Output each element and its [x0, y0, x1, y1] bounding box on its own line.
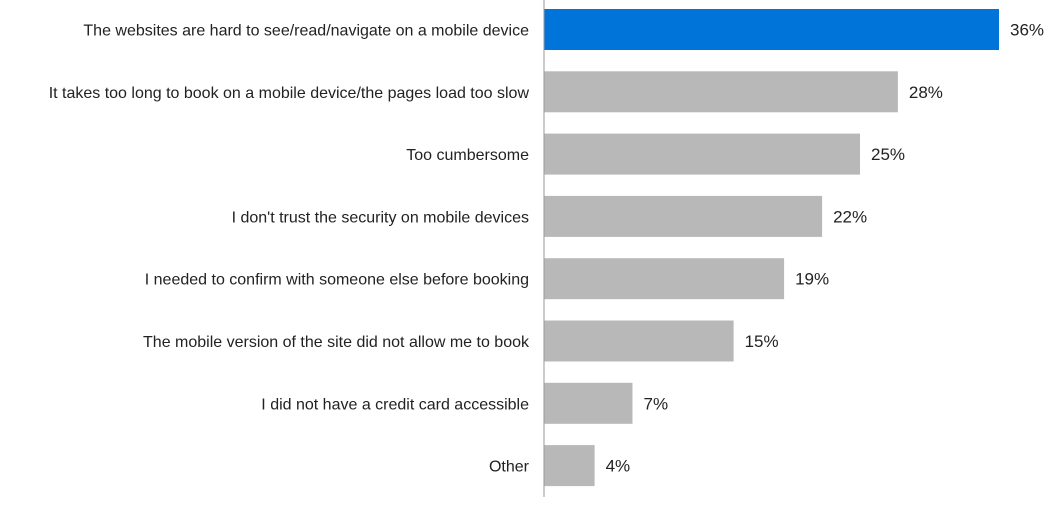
- category-label-4: I don't trust the security on mobile dev…: [232, 209, 529, 226]
- category-label-1: The websites are hard to see/read/naviga…: [83, 23, 529, 40]
- category-label-8: Other: [489, 459, 530, 476]
- category-label-6: The mobile version of the site did not a…: [143, 334, 530, 351]
- category-label-2: It takes too long to book on a mobile de…: [49, 85, 530, 102]
- value-label-3: 25%: [871, 145, 905, 164]
- value-label-5: 19%: [795, 270, 829, 289]
- category-label-5: I needed to confirm with someone else be…: [145, 272, 529, 289]
- value-label-7: 7%: [644, 394, 669, 413]
- bar-2: [544, 71, 898, 113]
- bars-group: [544, 9, 999, 487]
- value-label-4: 22%: [833, 207, 867, 226]
- category-label-3: Too cumbersome: [406, 147, 529, 164]
- bar-3: [544, 133, 860, 175]
- value-label-6: 15%: [745, 332, 779, 351]
- category-labels-group: The websites are hard to see/read/naviga…: [49, 23, 530, 476]
- value-label-1: 36%: [1010, 21, 1044, 40]
- category-label-7: I did not have a credit card accessible: [261, 396, 529, 413]
- bar-5: [544, 258, 785, 300]
- bar-7: [544, 382, 633, 424]
- bar-4: [544, 195, 823, 237]
- value-labels-group: 36% 28% 25% 22% 19% 15% 7% 4%: [606, 21, 1044, 476]
- value-label-8: 4%: [606, 457, 631, 476]
- bar-8: [544, 445, 595, 487]
- value-label-2: 28%: [909, 83, 943, 102]
- bar-6: [544, 320, 734, 362]
- bar-1: [544, 9, 999, 50]
